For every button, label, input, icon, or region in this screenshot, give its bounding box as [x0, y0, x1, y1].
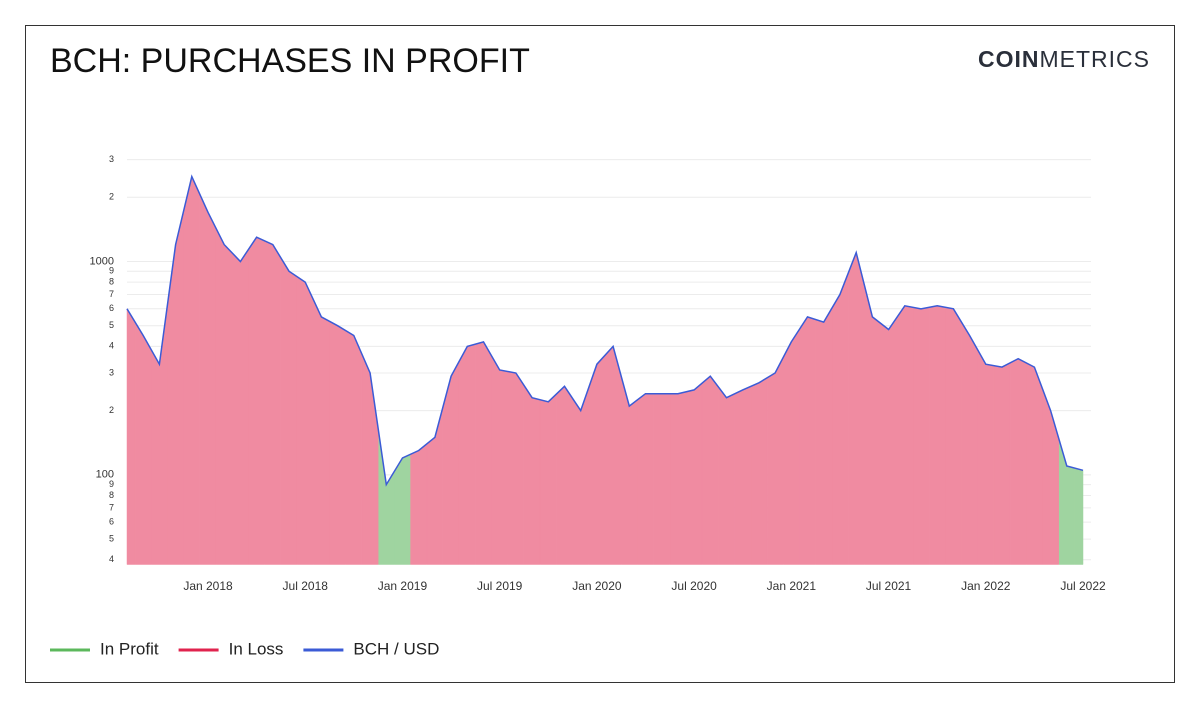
area-segment [734, 385, 752, 565]
y-tick-label: 2 [109, 405, 114, 415]
area-segment [475, 341, 492, 565]
x-tick-label: Jan 2021 [767, 579, 817, 593]
x-tick-label: Jul 2019 [477, 579, 523, 593]
area-segment [556, 385, 573, 565]
area-segment [718, 386, 735, 565]
area-segment [523, 384, 541, 565]
legend-item: BCH / USD [303, 639, 439, 658]
area-segment [588, 354, 606, 565]
area-segment [507, 371, 525, 565]
area-segment [604, 345, 622, 565]
area-segment [993, 362, 1011, 565]
area-segment [1026, 362, 1043, 565]
area-segment [766, 357, 784, 565]
y-tick-label: 9 [109, 266, 114, 276]
area-segment [669, 391, 687, 565]
area-segment [232, 248, 249, 565]
y-tick-label: 2 [109, 192, 114, 202]
legend-item: In Profit [50, 639, 159, 658]
area-segment [491, 354, 509, 565]
area-segment [126, 307, 136, 565]
area-segment [248, 236, 265, 565]
x-tick-label: Jan 2020 [572, 579, 622, 593]
area-segment [329, 320, 346, 565]
x-tick-label: Jul 2022 [1060, 579, 1106, 593]
area-segment [750, 377, 768, 565]
area-segment [215, 228, 233, 565]
area-segment [539, 393, 557, 565]
area-segment [928, 305, 946, 565]
area-segment [880, 316, 897, 565]
x-tick-label: Jul 2021 [866, 579, 912, 593]
legend-item: In Loss [178, 639, 284, 658]
area-segment [345, 330, 363, 565]
y-tick-label: 3 [109, 367, 114, 377]
legend-label: In Loss [229, 639, 284, 658]
y-tick-label: 5 [109, 320, 114, 330]
area-segment [961, 321, 978, 565]
legend-label: BCH / USD [353, 639, 439, 658]
area-segment [1074, 467, 1084, 565]
area-segment [183, 175, 201, 565]
y-tick-label: 3 [109, 154, 114, 164]
area-segment [313, 299, 330, 565]
area-segment [134, 321, 152, 565]
area-segment [637, 393, 654, 565]
y-tick-label: 9 [109, 479, 114, 489]
area-segment [653, 393, 671, 565]
y-tick-label: 4 [109, 554, 114, 564]
area-segment [847, 251, 865, 565]
y-tick-label: 8 [109, 277, 114, 287]
brand-bold: COIN [978, 46, 1040, 72]
y-tick-label: 7 [109, 289, 114, 299]
chart-title: BCH: PURCHASES IN PROFIT [50, 42, 530, 80]
area-segment [896, 305, 914, 565]
area-segment [912, 306, 930, 565]
legend-label: In Profit [100, 639, 159, 658]
area-segment [799, 316, 816, 565]
area-segment [394, 453, 411, 565]
area-segment [945, 306, 962, 565]
y-tick-label: 6 [109, 517, 114, 527]
y-tick-label: 7 [109, 502, 114, 512]
area-segment [264, 240, 282, 565]
x-tick-label: Jan 2018 [183, 579, 233, 593]
area-segment [864, 284, 881, 565]
brand-logo: COINMETRICS [978, 46, 1150, 72]
area-segment [815, 307, 833, 565]
x-tick-label: Jan 2022 [961, 579, 1011, 593]
area-segment [831, 273, 849, 565]
x-tick-label: Jul 2018 [283, 579, 329, 593]
area-segment [782, 328, 800, 565]
area-segment [458, 343, 476, 565]
area-segment [701, 375, 719, 565]
area-segment [977, 348, 995, 565]
area-segment [410, 443, 428, 565]
y-tick-label: 1000 [90, 255, 114, 267]
area-segment [199, 194, 217, 565]
y-tick-label: 100 [96, 469, 114, 481]
area-segment [1009, 358, 1027, 565]
y-tick-label: 4 [109, 341, 114, 351]
x-tick-label: Jan 2019 [378, 579, 428, 593]
price-line [126, 174, 1084, 487]
area-segment [280, 257, 298, 565]
y-tick-label: 6 [109, 303, 114, 313]
y-tick-label: 8 [109, 490, 114, 500]
x-tick-label: Jul 2020 [671, 579, 717, 593]
y-tick-label: 5 [109, 533, 114, 543]
area-segment [296, 276, 314, 565]
area-segment [572, 387, 590, 565]
area-segment [685, 382, 703, 565]
brand-light: METRICS [1040, 46, 1151, 72]
